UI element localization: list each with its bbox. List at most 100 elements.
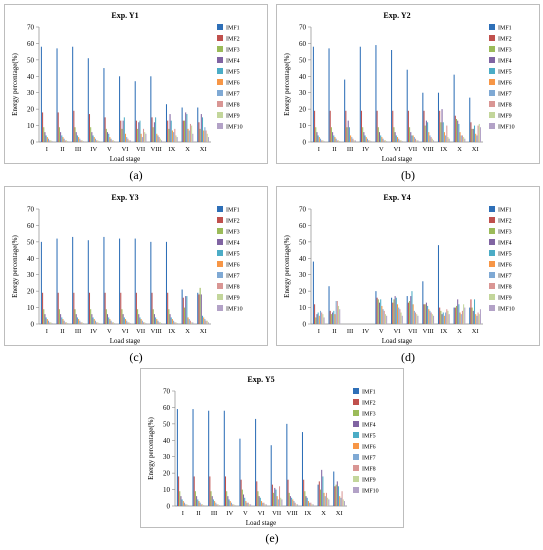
bar [114, 141, 116, 142]
bar [197, 107, 199, 142]
bar [459, 312, 461, 324]
bar [393, 127, 395, 142]
bar [314, 110, 316, 142]
bar [321, 469, 323, 506]
bar [410, 296, 412, 324]
bar [230, 502, 232, 506]
bar [66, 140, 68, 142]
bar [391, 50, 393, 142]
bar [301, 432, 304, 506]
bar [423, 304, 425, 324]
bar [112, 322, 114, 324]
bar [135, 292, 137, 324]
bar [81, 140, 83, 142]
bar [312, 504, 314, 506]
bar [165, 104, 168, 142]
bar [200, 504, 202, 506]
bar [412, 304, 414, 324]
x-tick-label: XI [200, 146, 207, 153]
bar [229, 501, 231, 506]
bar [383, 310, 385, 324]
bar [165, 241, 168, 324]
legend-swatch [489, 305, 495, 311]
bar [479, 127, 481, 142]
y-tick-label: 30 [299, 89, 307, 97]
legend-swatch [489, 261, 495, 267]
bar [156, 319, 158, 324]
bar [112, 140, 114, 142]
bar [287, 479, 289, 506]
legend-label: IMF4 [362, 423, 376, 429]
x-axis-label: Load stage [246, 519, 277, 527]
bar [144, 132, 146, 142]
y-tick-label: 50 [299, 56, 307, 64]
bar [145, 323, 147, 324]
bar [106, 132, 109, 142]
bar [205, 130, 207, 142]
legend-label: IMF1 [498, 26, 512, 32]
bar [152, 309, 154, 324]
bar [478, 123, 480, 142]
x-tick-label: III [75, 146, 82, 153]
bar [336, 140, 338, 142]
bar [417, 140, 419, 142]
chart-title: Exp. Y2 [383, 11, 410, 20]
bar [257, 491, 259, 506]
bar [270, 445, 272, 506]
bar [169, 114, 171, 142]
bar [440, 310, 442, 324]
bar [478, 314, 480, 324]
bar [328, 48, 330, 142]
bar [286, 423, 288, 506]
legend-label: IMF8 [226, 285, 240, 291]
bar [145, 133, 147, 142]
legend-swatch [353, 410, 359, 416]
bar [335, 138, 337, 142]
bar [319, 489, 322, 506]
bar [197, 499, 199, 506]
bar [384, 314, 386, 324]
chart-title: Exp. Y5 [247, 375, 274, 384]
bar [206, 320, 208, 324]
bar [108, 133, 110, 142]
bar [169, 314, 171, 324]
legend-label: IMF5 [362, 434, 376, 440]
bar [422, 92, 424, 142]
bar [139, 120, 141, 142]
bar [312, 261, 314, 324]
caption-a: (a) [129, 168, 143, 182]
legend-swatch [489, 228, 495, 234]
bar [180, 496, 182, 506]
bar [98, 323, 100, 324]
bar [44, 314, 46, 324]
bar [248, 504, 250, 506]
y-axis-label: Energy percentage(%) [11, 235, 19, 298]
x-tick-label: X [185, 328, 190, 335]
bar [363, 132, 365, 142]
y-tick-label: 70 [299, 206, 307, 214]
bar [424, 125, 426, 142]
y-tick-label: 10 [299, 304, 307, 312]
legend-label: IMF4 [498, 59, 512, 65]
bar [73, 110, 75, 142]
bar [192, 409, 194, 506]
x-tick-label: XI [200, 328, 207, 335]
bar [395, 135, 397, 142]
bar [57, 292, 59, 324]
legend-swatch [217, 228, 223, 234]
bar [463, 137, 465, 142]
bar [114, 323, 116, 324]
chart-y1: Exp. Y1 0 10 20 30 40 50 60 70 Energy percentage(… [11, 11, 243, 163]
bar [334, 137, 336, 142]
chart-panel-y2: Exp. Y2 0 10 20 30 40 50 60 70 Energy percentage(… [276, 4, 540, 164]
legend-label: IMF4 [226, 241, 240, 247]
legend-label: IMF6 [226, 81, 240, 87]
x-tick-label: III [347, 328, 354, 335]
bar [185, 504, 187, 506]
bar [88, 114, 91, 142]
bar [120, 120, 122, 142]
legend-swatch [489, 239, 495, 245]
bar [63, 138, 65, 142]
bar [106, 314, 109, 324]
bar [87, 58, 89, 142]
